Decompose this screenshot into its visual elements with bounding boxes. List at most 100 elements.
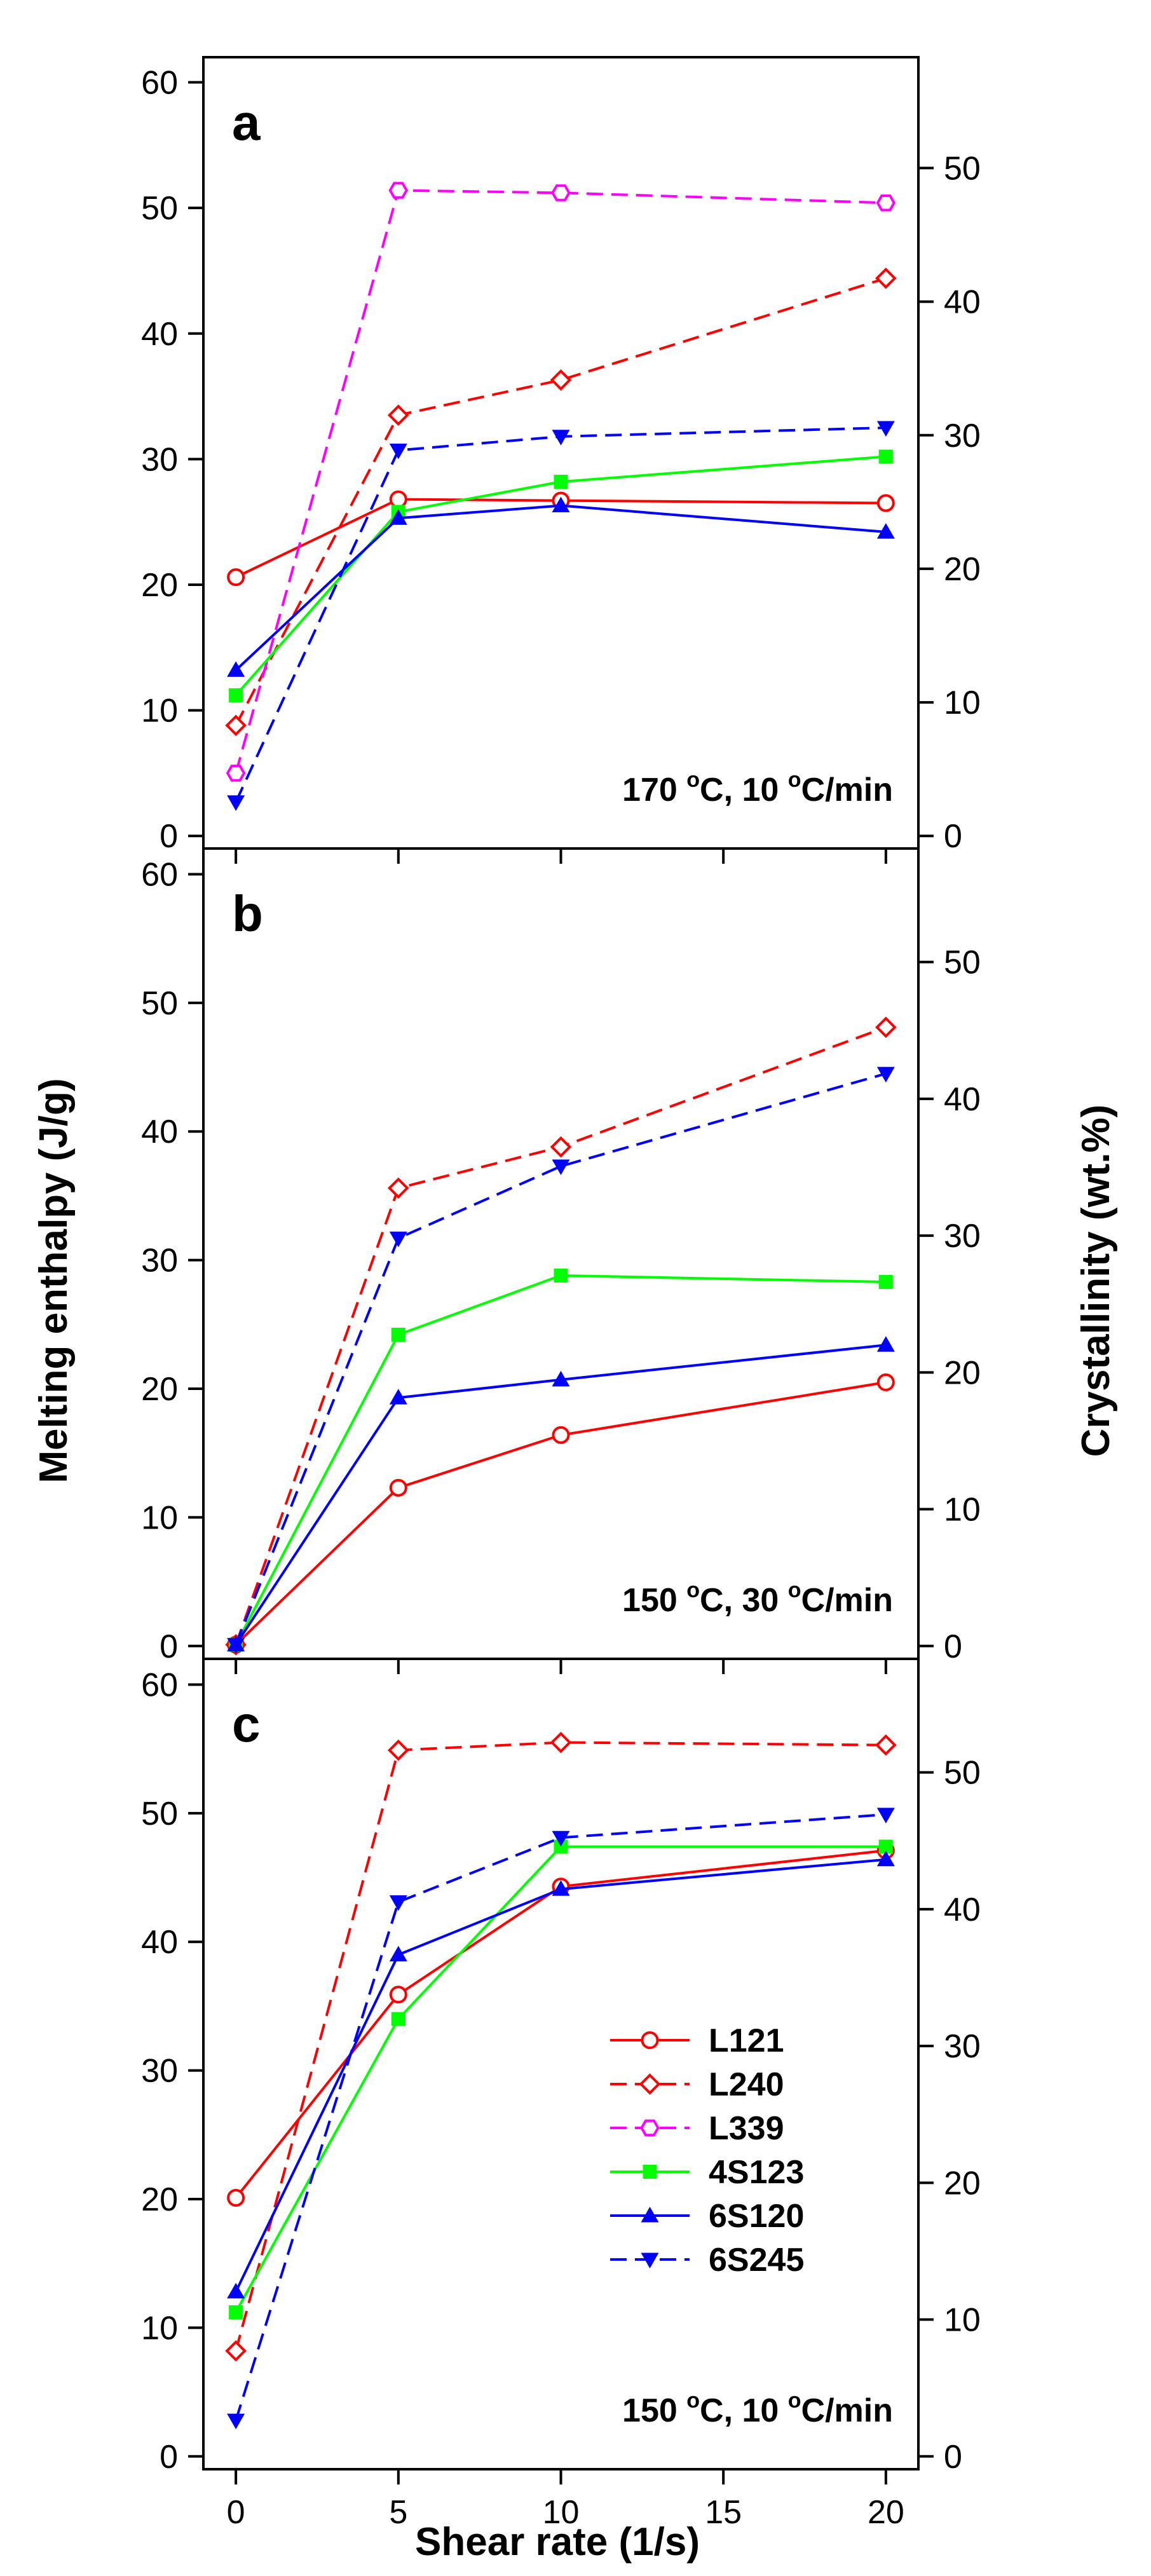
series-line-l121 [235,498,886,578]
data-point-l121 [227,568,245,587]
data-point-l339 [388,182,409,199]
y-left-tick-label: 20 [141,2181,178,2218]
y-left-tick-label: 60 [141,1666,178,1703]
data-point-l240 [550,1136,572,1158]
y-left-tick-label: 50 [141,1796,178,1832]
y-right-tick-label: 20 [944,1354,981,1391]
panel-label: b [232,885,263,942]
y-right-tick-label: 50 [944,944,981,981]
series-line-6s120 [235,504,887,671]
data-point-l240 [550,1731,572,1754]
y-left-tick-label: 0 [160,818,178,855]
data-point-l121 [876,494,895,512]
x-tick-label: 5 [389,2494,407,2531]
data-point-6s245 [552,430,570,446]
data-point-6s245 [227,1638,245,1654]
series-line-6s245 [235,1072,887,1646]
condition-label: 150 oC, 30 oC/min [622,1578,893,1619]
y-left-tick-label: 0 [160,1628,178,1665]
data-point-6s245 [227,2413,245,2430]
data-point-l240 [550,369,572,391]
series-line-l121 [235,1380,887,1646]
series-line-4s123 [235,455,887,697]
panel-a: 0 10 20 30 40 50 60 0 10 20 30 40 50 a 170 oC, 10 oC/m… [141,56,981,864]
data-point-l339 [876,194,896,212]
y-right-tick-label: 10 [944,2302,981,2339]
data-point-6s245 [389,1231,407,1248]
y-left-tick-label: 40 [141,316,178,353]
legend-marker [641,2207,659,2223]
legend-label: L121 [709,2022,784,2059]
series-6s245 [227,1808,895,2430]
series-line-l339 [235,189,886,773]
x-tick-label: 15 [705,2494,742,2531]
series-line-l121 [235,1849,887,2199]
y-left-tick-label: 20 [141,1371,178,1408]
y-left-tick-label: 30 [141,1243,178,1279]
series-line-4s123 [235,1845,886,2314]
legend-label: L339 [709,2110,784,2147]
legend-entry-l339: L339 [610,2110,784,2147]
y-axis-title-left: Melting enthalpy (J/g) [32,1078,76,1483]
data-point-6s245 [227,795,245,811]
data-point-6s120 [389,1946,407,1961]
y-left-tick-label: 0 [160,2439,178,2476]
data-point-6s120 [552,496,570,512]
data-point-6s120 [389,509,407,525]
legend-marker [641,2252,659,2268]
data-point-6s120 [876,1850,895,1867]
x-axis-title: Shear rate (1/s) [415,2520,700,2564]
legend-label: 4S123 [709,2154,804,2191]
data-point-6s245 [876,421,895,437]
legend-marker [639,2073,661,2095]
series-4s123 [229,449,893,702]
data-point-6s120 [227,661,245,677]
data-point-6s245 [876,1808,895,1823]
data-point-4s123 [554,1839,568,1854]
legend-label: 6S245 [709,2242,804,2279]
y-right-tick-label: 40 [944,1081,981,1118]
data-point-l121 [389,490,407,508]
legend-entry-6s120: 6S120 [610,2198,804,2235]
y-right-tick-label: 20 [944,551,981,588]
y-right-tick-label: 50 [944,1755,981,1792]
y-right-tick-label: 10 [944,1492,981,1529]
data-point-6s120 [876,1336,895,1352]
data-point-4s123 [878,1839,893,1854]
legend-label: 6S120 [709,2198,804,2235]
legend-entry-l240: L240 [610,2066,784,2103]
data-point-l121 [389,1478,407,1497]
y-left-tick-label: 10 [141,693,178,730]
plot-frame [202,847,920,1660]
x-tick-label: 0 [227,2494,245,2531]
series-6s245 [227,421,895,811]
panel-b: 0 10 20 30 40 50 60 0 10 20 30 40 50 b 150 oC, 30 oC/m… [141,847,981,1674]
x-tick-label: 20 [868,2494,904,2531]
series-line-4s123 [235,1274,886,1646]
y-left-tick-label: 60 [141,65,178,102]
y-left-tick-label: 50 [141,190,178,227]
y-right-tick-label: 0 [944,1628,962,1665]
data-point-4s123 [229,2305,243,2320]
series-line-6s120 [235,1858,887,2293]
series-l121 [227,1841,895,2207]
y-right-tick-label: 0 [944,818,962,855]
data-point-4s123 [878,449,893,464]
data-point-6s245 [552,1159,570,1175]
data-point-l339 [226,765,246,782]
legend-label: L240 [709,2066,784,2103]
legend-entry-6s245: 6S245 [610,2242,804,2279]
y-right-tick-label: 30 [944,2028,981,2065]
data-point-l240 [387,1177,409,1199]
y-right-tick-label: 20 [944,2165,981,2202]
series-line-l240 [235,1741,886,2352]
data-point-l240 [875,1734,897,1756]
condition-label: 150 oC, 10 oC/min [622,2389,893,2429]
y-left-tick-label: 20 [141,567,178,604]
series-4s123 [229,1839,893,2320]
legend-marker [643,2165,657,2179]
data-point-6s120 [227,2282,245,2299]
data-point-4s123 [391,1328,405,1342]
series-l339 [226,182,896,782]
